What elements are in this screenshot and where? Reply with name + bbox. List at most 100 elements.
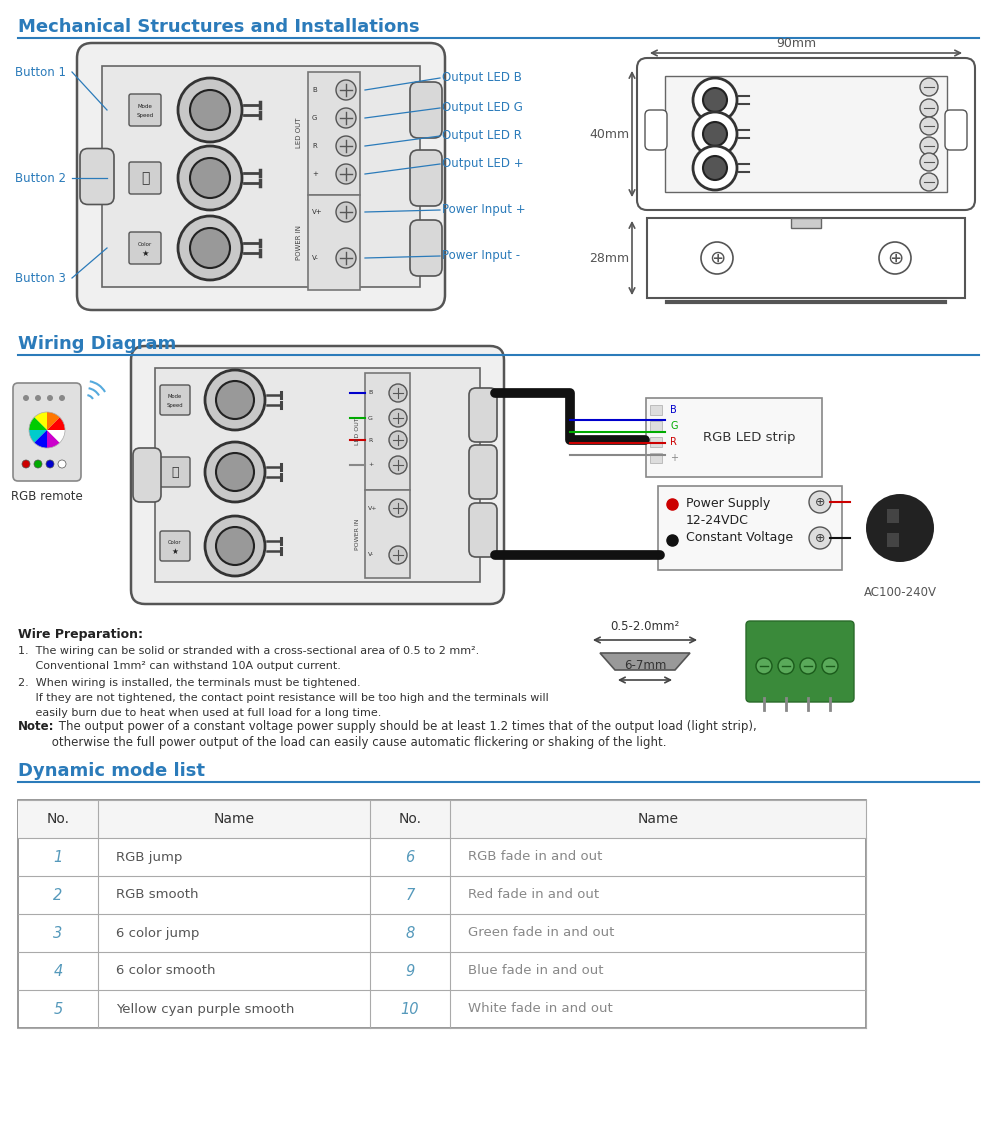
FancyBboxPatch shape <box>650 421 662 431</box>
FancyBboxPatch shape <box>650 406 662 415</box>
Wedge shape <box>29 417 47 431</box>
Text: 2: 2 <box>54 887 63 902</box>
Text: RGB LED strip: RGB LED strip <box>703 431 796 443</box>
Circle shape <box>920 153 938 172</box>
Text: otherwise the full power output of the load can easily cause automatic flickerin: otherwise the full power output of the l… <box>18 736 667 749</box>
Text: B: B <box>670 406 677 415</box>
Circle shape <box>920 173 938 191</box>
Text: Blue fade in and out: Blue fade in and out <box>468 964 603 977</box>
FancyBboxPatch shape <box>658 486 842 570</box>
Circle shape <box>389 384 407 402</box>
Circle shape <box>336 202 356 222</box>
Circle shape <box>756 658 772 674</box>
Text: Output LED G: Output LED G <box>442 101 522 115</box>
Text: 8: 8 <box>406 926 415 941</box>
Circle shape <box>216 453 254 491</box>
Text: Conventional 1mm² can withstand 10A output current.: Conventional 1mm² can withstand 10A outp… <box>18 661 341 671</box>
Circle shape <box>205 516 265 576</box>
Text: 7: 7 <box>406 887 415 902</box>
FancyBboxPatch shape <box>469 389 497 442</box>
Circle shape <box>22 460 30 468</box>
Circle shape <box>703 122 727 147</box>
Text: No.: No. <box>399 812 422 826</box>
Wedge shape <box>47 431 65 443</box>
Text: ⊕: ⊕ <box>815 532 826 544</box>
Circle shape <box>336 248 356 268</box>
Circle shape <box>23 395 29 401</box>
Text: R: R <box>670 437 677 446</box>
Text: R: R <box>312 143 317 149</box>
FancyBboxPatch shape <box>887 533 899 548</box>
Text: 12-24VDC: 12-24VDC <box>686 515 749 527</box>
Wedge shape <box>47 412 60 431</box>
FancyBboxPatch shape <box>133 448 161 502</box>
Text: RGB fade in and out: RGB fade in and out <box>468 851 602 863</box>
FancyBboxPatch shape <box>887 509 899 523</box>
Circle shape <box>920 117 938 135</box>
Text: 6: 6 <box>406 850 415 864</box>
FancyBboxPatch shape <box>129 232 161 264</box>
FancyBboxPatch shape <box>410 150 442 206</box>
FancyBboxPatch shape <box>410 82 442 137</box>
FancyBboxPatch shape <box>13 383 81 481</box>
Text: Wire Preparation:: Wire Preparation: <box>18 628 143 641</box>
Text: 1: 1 <box>54 850 63 864</box>
Wedge shape <box>29 431 47 443</box>
Text: Power Supply: Power Supply <box>686 498 771 510</box>
Circle shape <box>190 90 230 130</box>
Circle shape <box>178 147 242 210</box>
Circle shape <box>336 164 356 184</box>
Text: 2.  When wiring is installed, the terminals must be tightened.: 2. When wiring is installed, the termina… <box>18 678 361 688</box>
Text: ⏻: ⏻ <box>171 466 178 478</box>
Circle shape <box>178 78 242 142</box>
FancyBboxPatch shape <box>469 445 497 499</box>
Text: RGB smooth: RGB smooth <box>116 888 198 902</box>
Text: Name: Name <box>637 812 679 826</box>
Circle shape <box>59 395 65 401</box>
FancyBboxPatch shape <box>131 346 504 604</box>
FancyBboxPatch shape <box>665 76 947 192</box>
FancyBboxPatch shape <box>129 94 161 126</box>
Text: Mode: Mode <box>167 393 182 399</box>
Circle shape <box>866 494 934 562</box>
FancyBboxPatch shape <box>650 437 662 446</box>
Text: Green fade in and out: Green fade in and out <box>468 927 614 939</box>
FancyBboxPatch shape <box>160 385 190 415</box>
FancyBboxPatch shape <box>102 66 420 287</box>
Circle shape <box>336 80 356 100</box>
Text: Output LED +: Output LED + <box>442 158 523 170</box>
Text: ⊕: ⊕ <box>886 249 903 267</box>
Text: Color: Color <box>168 540 181 544</box>
Text: Output LED R: Output LED R <box>442 130 521 142</box>
FancyBboxPatch shape <box>469 503 497 557</box>
Text: Name: Name <box>213 812 254 826</box>
Text: 28mm: 28mm <box>589 251 629 265</box>
Text: POWER IN: POWER IN <box>355 518 360 550</box>
Text: ⏻: ⏻ <box>141 172 150 185</box>
Circle shape <box>809 491 831 513</box>
Circle shape <box>920 78 938 97</box>
Text: Speed: Speed <box>166 402 183 408</box>
Text: If they are not tightened, the contact point resistance will be too high and the: If they are not tightened, the contact p… <box>18 693 548 703</box>
FancyBboxPatch shape <box>18 800 866 838</box>
Circle shape <box>822 658 838 674</box>
FancyBboxPatch shape <box>791 218 821 228</box>
FancyBboxPatch shape <box>160 531 190 561</box>
Circle shape <box>205 442 265 502</box>
Text: +: + <box>368 462 373 468</box>
Text: Red fade in and out: Red fade in and out <box>468 888 599 902</box>
Circle shape <box>216 381 254 419</box>
Text: easily burn due to heat when used at full load for a long time.: easily burn due to heat when used at ful… <box>18 708 382 718</box>
FancyBboxPatch shape <box>646 398 822 477</box>
Text: 6 color jump: 6 color jump <box>116 927 199 939</box>
Text: Dynamic mode list: Dynamic mode list <box>18 762 205 780</box>
Circle shape <box>809 527 831 549</box>
Circle shape <box>190 228 230 268</box>
Text: Button 1: Button 1 <box>15 66 66 78</box>
Text: POWER IN: POWER IN <box>296 225 302 259</box>
Text: Power Input -: Power Input - <box>442 250 520 262</box>
Circle shape <box>389 409 407 427</box>
Text: Wiring Diagram: Wiring Diagram <box>18 335 176 353</box>
FancyBboxPatch shape <box>637 58 975 210</box>
Text: 3: 3 <box>54 926 63 941</box>
